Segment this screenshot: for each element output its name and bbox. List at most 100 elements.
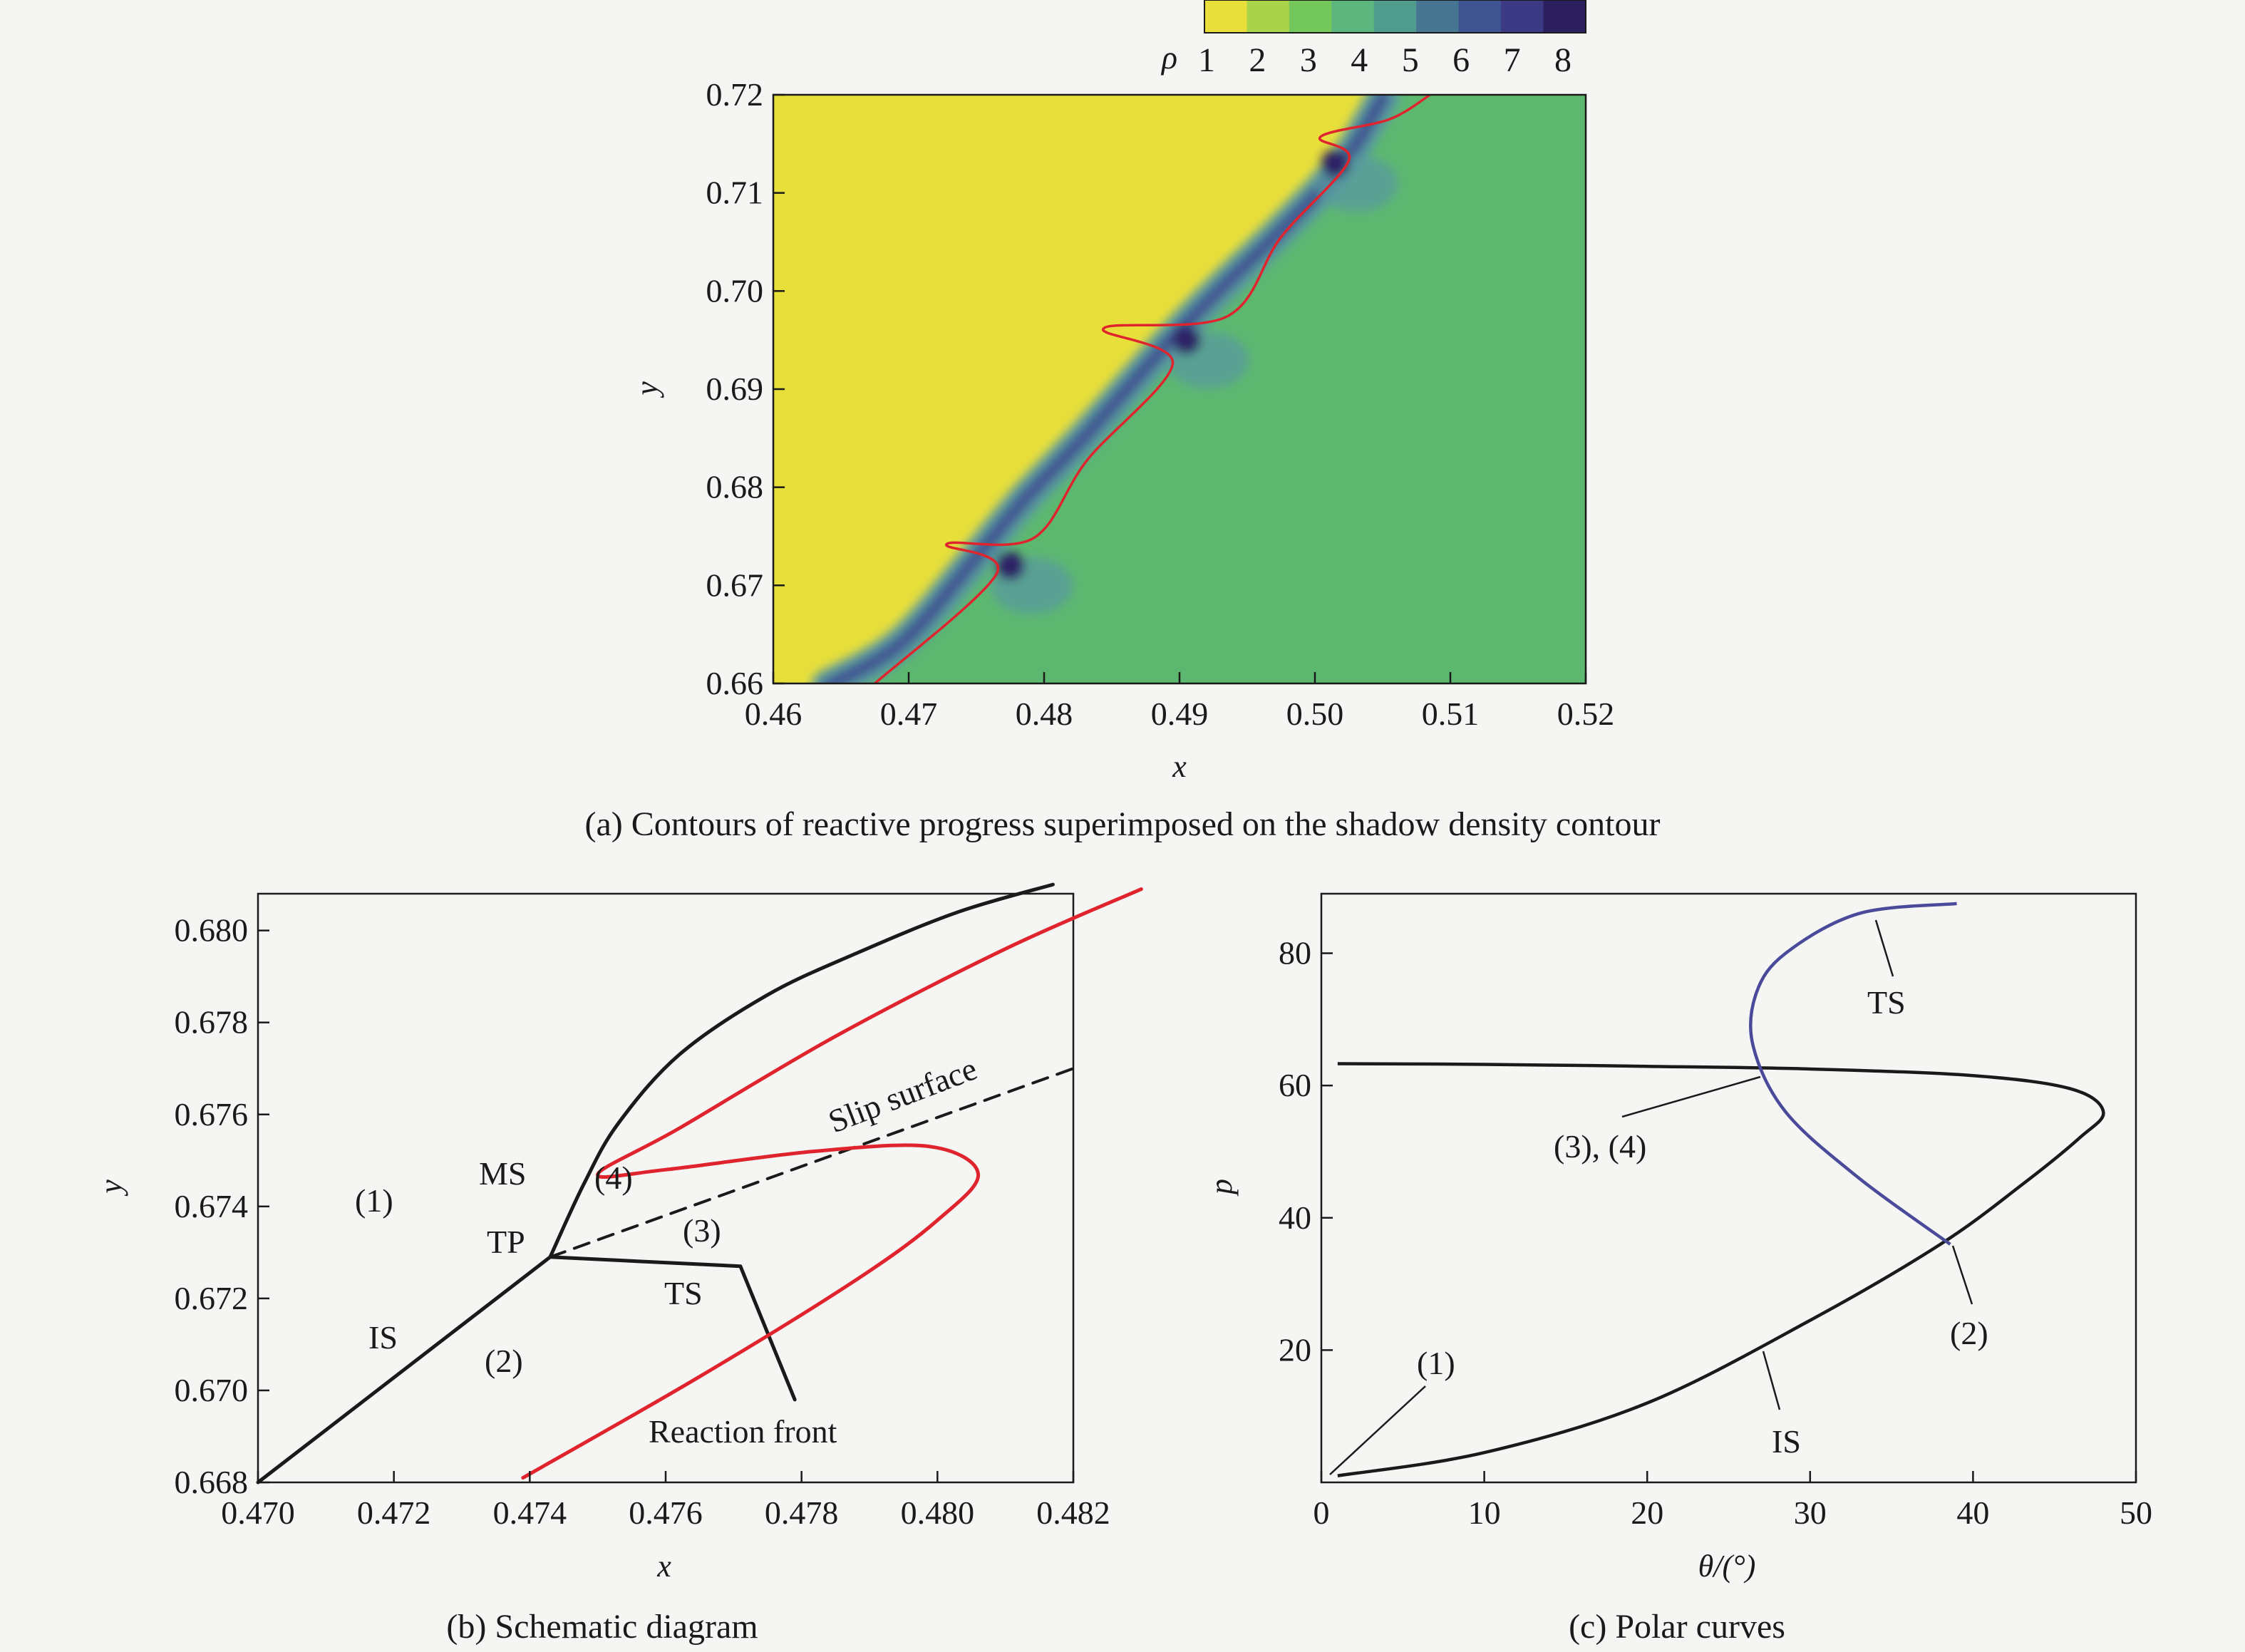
label-region-1: (1) bbox=[355, 1182, 393, 1219]
label-p2: (2) bbox=[1950, 1315, 1988, 1351]
y-tick-label: 0.668 bbox=[175, 1464, 249, 1500]
series-ts-polar bbox=[1748, 902, 1957, 1246]
axes-b: 0.470 0.472 0.474 0.476 0.478 0.480 0.482 0.668… bbox=[175, 912, 1110, 1531]
colorbar-swatch bbox=[1331, 0, 1375, 33]
x-tick-label: 0.52 bbox=[1557, 696, 1615, 732]
colorbar-frame bbox=[1204, 0, 1586, 33]
triple-point bbox=[996, 551, 1025, 580]
label-is-c: IS bbox=[1772, 1423, 1801, 1460]
plot-frame-c bbox=[1320, 892, 2137, 1484]
x-tick-label: 0.48 bbox=[1016, 696, 1073, 732]
x-tick-label: 0.474 bbox=[493, 1494, 567, 1531]
caption-c: (c) Polar curves bbox=[1569, 1608, 1785, 1646]
colorbar-tick-label: 7 bbox=[1504, 41, 1521, 79]
colorbar-swatch bbox=[1289, 0, 1332, 33]
panel-b: 0.470 0.472 0.474 0.476 0.478 0.480 0.482 0.668… bbox=[93, 882, 1143, 1646]
leader-p1 bbox=[1329, 1385, 1426, 1475]
label-ts-c: TS bbox=[1867, 984, 1906, 1021]
leader-ts bbox=[1874, 919, 1894, 977]
leader-p34 bbox=[1621, 1075, 1761, 1118]
y-tick-label: 40 bbox=[1279, 1199, 1311, 1236]
colorbar-symbol: ρ bbox=[1160, 39, 1177, 76]
x-tick-label: 50 bbox=[2120, 1494, 2152, 1531]
series-ts bbox=[548, 1255, 797, 1402]
x-tick-label: 30 bbox=[1794, 1494, 1827, 1531]
triple-points bbox=[990, 149, 1398, 614]
colorbar-swatch bbox=[1458, 0, 1502, 33]
axes-a: 0.46 0.47 0.48 0.49 0.50 0.51 0.52 0.66 0.67 0.68… bbox=[706, 76, 1615, 732]
x-tick-label: 0.478 bbox=[765, 1494, 839, 1531]
label-ms: MS bbox=[479, 1155, 526, 1192]
schematic-lines bbox=[256, 882, 1143, 1485]
y-tick-label: 0.66 bbox=[706, 665, 764, 701]
triple-point bbox=[1321, 149, 1350, 178]
y-tick-label: 80 bbox=[1279, 935, 1311, 971]
colorbar-swatch bbox=[1543, 0, 1586, 33]
colorbar-tick-label: 3 bbox=[1300, 41, 1317, 79]
caption-b: (b) Schematic diagram bbox=[446, 1608, 758, 1646]
colorbar-tick-label: 2 bbox=[1249, 41, 1266, 79]
y-tick-label: 0.672 bbox=[175, 1280, 249, 1316]
colorbar-tick-label: 1 bbox=[1198, 41, 1215, 79]
label-tp: TP bbox=[487, 1224, 525, 1260]
series-slip-surface bbox=[548, 1067, 1075, 1259]
reaction-contour bbox=[874, 95, 1431, 683]
x-tick-label: 0.46 bbox=[745, 696, 802, 732]
shock-band-dark bbox=[821, 95, 1390, 683]
y-tick-label: 0.676 bbox=[175, 1096, 249, 1132]
colorbar-swatch bbox=[1416, 0, 1460, 33]
density-contour bbox=[773, 95, 1586, 683]
x-tick-label: 0.482 bbox=[1036, 1494, 1110, 1531]
axes-c: 0 10 20 30 40 50 20 40 60 80 bbox=[1279, 935, 2152, 1531]
colorbar-tick-label: 4 bbox=[1351, 41, 1368, 79]
colorbar-tick-label: 6 bbox=[1452, 41, 1470, 79]
caption-a: (a) Contours of reactive progress superi… bbox=[585, 805, 1661, 843]
x-axis-label-c: θ/(°) bbox=[1698, 1549, 1756, 1584]
label-region-4: (4) bbox=[594, 1160, 633, 1196]
x-axis-label-a: x bbox=[1172, 749, 1187, 784]
triple-point bbox=[1172, 326, 1201, 355]
colorbar-swatch bbox=[1204, 0, 1247, 33]
label-reaction-front: Reaction front bbox=[649, 1413, 837, 1450]
x-tick-label: 0.476 bbox=[629, 1494, 703, 1531]
x-tick-label: 0.472 bbox=[357, 1494, 431, 1531]
label-p34: (3), (4) bbox=[1554, 1128, 1646, 1165]
colorbar bbox=[1204, 0, 1586, 33]
label-ts: TS bbox=[664, 1275, 703, 1311]
x-tick-label: 10 bbox=[1468, 1494, 1501, 1531]
label-p1: (1) bbox=[1417, 1345, 1455, 1381]
leader-lines bbox=[1329, 919, 1973, 1475]
leader-is bbox=[1762, 1351, 1781, 1410]
colorbar-swatch bbox=[1501, 0, 1544, 33]
y-tick-label: 0.68 bbox=[706, 469, 764, 505]
y-tick-label: 20 bbox=[1279, 1331, 1311, 1368]
x-tick-label: 0.50 bbox=[1286, 696, 1344, 732]
y-tick-label: 60 bbox=[1279, 1067, 1311, 1103]
x-tick-label: 0.51 bbox=[1422, 696, 1480, 732]
colorbar-swatch bbox=[1247, 0, 1290, 33]
y-tick-label: 0.71 bbox=[706, 175, 764, 211]
y-tick-label: 0.670 bbox=[175, 1372, 249, 1408]
y-tick-label: 0.678 bbox=[175, 1004, 249, 1041]
x-tick-label: 0 bbox=[1314, 1494, 1330, 1531]
colorbar-swatch bbox=[1373, 0, 1417, 33]
unshocked-region bbox=[773, 95, 1376, 683]
x-tick-label: 0.49 bbox=[1151, 696, 1209, 732]
y-tick-label: 0.67 bbox=[706, 567, 764, 603]
label-is: IS bbox=[368, 1319, 398, 1356]
x-tick-label: 20 bbox=[1631, 1494, 1663, 1531]
series-reaction-front bbox=[521, 887, 1143, 1480]
y-axis-label-b: y bbox=[93, 1179, 128, 1197]
x-tick-label: 0.470 bbox=[221, 1494, 295, 1531]
y-tick-label: 0.72 bbox=[706, 76, 764, 113]
label-region-2: (2) bbox=[485, 1343, 523, 1379]
x-axis-label-b: x bbox=[656, 1549, 671, 1584]
polar-curves bbox=[1337, 902, 2105, 1477]
x-tick-label: 0.480 bbox=[901, 1494, 975, 1531]
y-axis-label-c: p bbox=[1204, 1179, 1239, 1197]
x-tick-label: 40 bbox=[1956, 1494, 1989, 1531]
